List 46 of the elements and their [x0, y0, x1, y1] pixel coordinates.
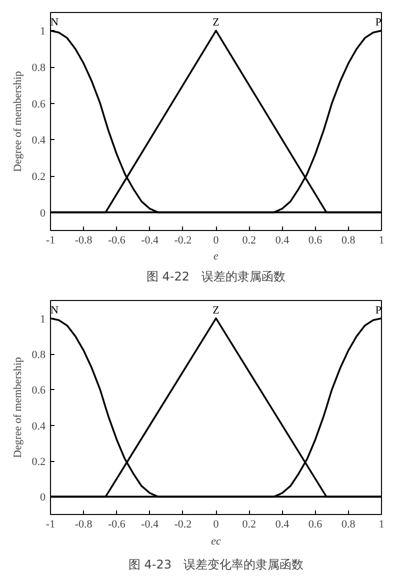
x-tick-label: 1 — [378, 234, 384, 246]
series-label: Z — [212, 304, 220, 316]
x-tick-label: -0.2 — [174, 518, 192, 530]
y-tick-label: 0.4 — [32, 420, 46, 432]
y-tick-label: 1 — [40, 26, 46, 38]
x-tick-label: 0.6 — [308, 234, 323, 246]
y-axis-title: Degree of membership — [12, 356, 24, 458]
x-tick-label: -1 — [46, 234, 56, 246]
y-tick-label: 0.2 — [32, 171, 46, 183]
x-tick-label: 0.6 — [308, 518, 323, 530]
series-label: P — [375, 16, 382, 29]
series-label: N — [50, 16, 58, 29]
x-tick-label: -0.6 — [108, 518, 126, 530]
y-tick-label: 1 — [40, 313, 46, 326]
series-label: N — [50, 304, 58, 316]
x-tick-label: -0.8 — [74, 234, 93, 246]
y-axis-title: Degree of membership — [12, 70, 24, 172]
y-tick-label: 0.4 — [32, 134, 46, 147]
x-tick-label: -1 — [46, 518, 56, 530]
x-tick-label: 1 — [378, 518, 384, 530]
caption: 图 4-22 误差的隶属函数 — [146, 270, 286, 284]
x-tick-label: -0.4 — [141, 518, 160, 530]
x-axis-title: ec — [211, 536, 221, 548]
x-tick-label: -0.6 — [108, 234, 126, 246]
y-tick-label: 0 — [40, 492, 46, 504]
x-tick-label: 0 — [213, 518, 220, 530]
x-tick-label: 0.2 — [242, 518, 256, 530]
x-axis-title: e — [214, 250, 219, 262]
y-tick-label: 0.8 — [32, 62, 46, 74]
y-tick-label: 0.8 — [32, 349, 46, 361]
x-tick-label: 0.8 — [342, 518, 356, 530]
x-tick-label: 0.2 — [242, 234, 256, 246]
x-tick-label: -0.2 — [174, 234, 192, 246]
x-tick-label: 0.4 — [275, 234, 290, 246]
y-tick-label: 0.6 — [32, 384, 46, 397]
x-tick-label: 0.8 — [342, 234, 356, 246]
x-tick-label: 0 — [213, 234, 220, 246]
series-label: P — [375, 304, 382, 316]
y-tick-label: 0 — [40, 207, 46, 220]
x-tick-label: -0.4 — [141, 234, 160, 246]
x-tick-label: 0.4 — [275, 518, 290, 530]
y-tick-label: 0.2 — [32, 456, 46, 468]
series-label: Z — [212, 16, 220, 29]
y-tick-label: 0.6 — [32, 98, 46, 110]
caption: 图 4-23 误差变化率的隶属函数 — [128, 558, 304, 572]
x-tick-label: -0.8 — [74, 518, 93, 530]
